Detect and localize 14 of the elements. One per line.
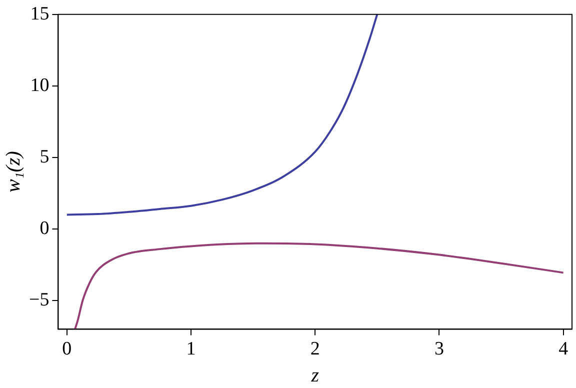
line-series — [66, 14, 378, 216]
x-tick-label: 0 — [62, 338, 72, 360]
x-tick-label: 4 — [558, 338, 569, 360]
y-tick-label: 10 — [30, 74, 50, 96]
y-axis-title: w₁(z) — [2, 150, 24, 193]
x-tick-label: 3 — [434, 338, 444, 360]
y-tick-label: 0 — [40, 218, 50, 240]
x-tick-label: 1 — [186, 338, 196, 360]
x-tick-label: 2 — [310, 338, 320, 360]
y-tick-label: 5 — [40, 146, 50, 168]
x-axis-title: z — [310, 364, 320, 386]
line-series — [74, 242, 564, 330]
y-tick-label: −5 — [28, 290, 50, 311]
y-tick-label: 15 — [30, 3, 50, 24]
